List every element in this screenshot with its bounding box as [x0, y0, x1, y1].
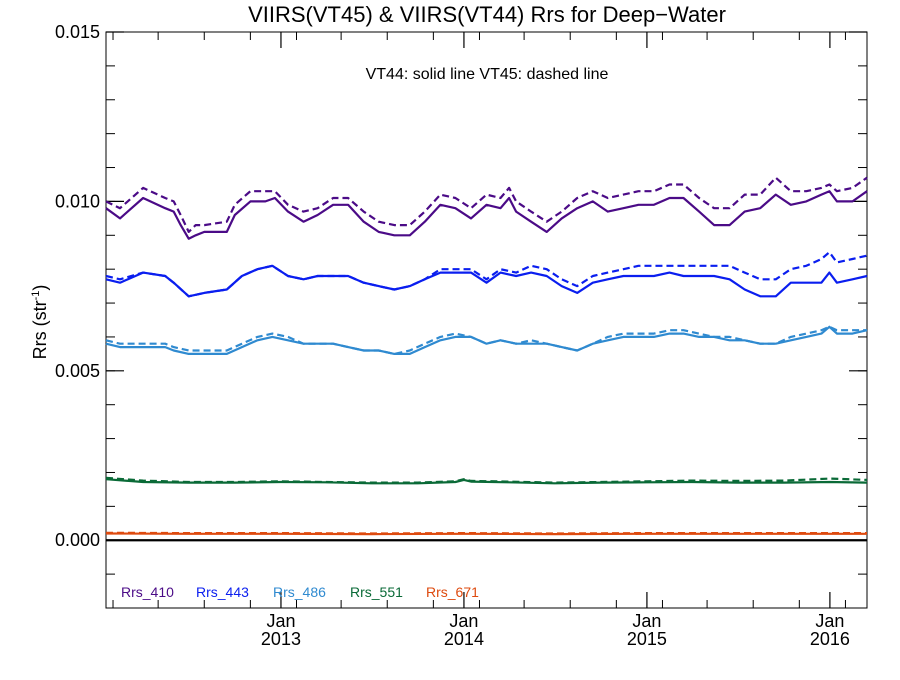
x-tick-label-month: Jan [632, 611, 661, 631]
x-tick-label-month: Jan [449, 611, 478, 631]
y-axis-label-sup: -1 [30, 291, 42, 301]
y-tick-label: 0.015 [55, 22, 100, 42]
legend-item-rrs-671: Rrs_671 [426, 584, 479, 600]
plot-frame [105, 31, 868, 609]
y-tick-label: 0.000 [55, 530, 100, 550]
chart-title: VIIRS(VT45) & VIIRS(VT44) Rrs for Deep−W… [248, 2, 726, 27]
legend-item-rrs-551: Rrs_551 [350, 584, 403, 600]
series-line-rrs-671-dashed [105, 531, 867, 535]
series-line-rrs-551-dashed [105, 476, 868, 484]
series-line-rrs-410-dashed [105, 176, 868, 233]
y-axis-label-close: ) [30, 285, 50, 291]
series-line-rrs-443-solid [105, 264, 868, 298]
series-line-rrs-486-dashed [105, 325, 867, 355]
x-tick-label-year: 2016 [810, 629, 850, 649]
legend-item-rrs-486: Rrs_486 [273, 584, 326, 600]
x-tick-label-year: 2015 [627, 629, 667, 649]
series-line-rrs-443-dashed [105, 251, 868, 298]
x-tick-label-month: Jan [815, 611, 844, 631]
chart-marks: 0.0000.0050.0100.015Jan2013Jan2014Jan201… [55, 22, 868, 649]
y-axis-label-text: Rrs (str [30, 300, 50, 359]
x-tick-label-year: 2014 [444, 629, 484, 649]
series-line-rrs-410-solid [105, 190, 868, 240]
y-axis-label: Rrs (str-1) [30, 285, 50, 360]
y-tick-label: 0.005 [55, 361, 100, 381]
line-style-note: VT44: solid line VT45: dashed line [366, 66, 609, 83]
x-tick-label-month: Jan [266, 611, 295, 631]
legend-item-rrs-410: Rrs_410 [121, 584, 174, 600]
x-tick-label-year: 2013 [261, 629, 301, 649]
y-tick-label: 0.010 [55, 191, 100, 211]
legend-item-rrs-443: Rrs_443 [196, 584, 249, 600]
